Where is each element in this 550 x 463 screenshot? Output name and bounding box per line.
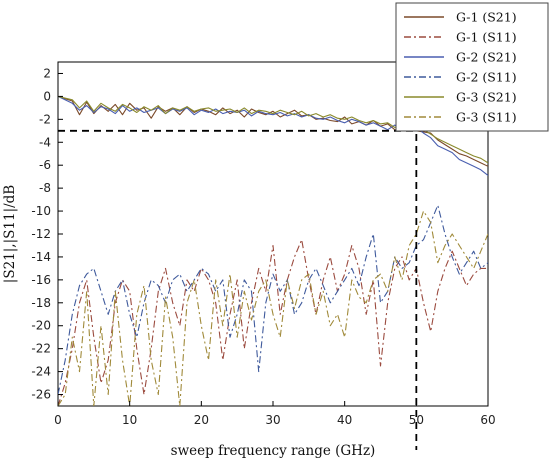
legend-entry-5: G-3 (S21) [456, 90, 517, 105]
y-tick-label: -24 [31, 365, 51, 379]
y-tick-label: -22 [31, 342, 51, 356]
y-tick-label: -4 [39, 135, 51, 149]
x-tick-label: 60 [480, 413, 495, 427]
y-tick-label: 0 [43, 89, 51, 103]
y-tick-label: -6 [39, 158, 51, 172]
legend-entry-2: G-1 (S11) [456, 30, 517, 45]
y-tick-label: -26 [31, 388, 51, 402]
y-axis-label: |S21|,|S11|/dB [2, 185, 18, 284]
y-tick-label: -18 [31, 296, 51, 310]
series-line-4 [58, 204, 488, 395]
x-axis-label: sweep frequency range (GHz) [171, 443, 376, 459]
x-tick-label: 40 [337, 413, 352, 427]
y-tick-label: -14 [31, 250, 51, 264]
series-line-6 [58, 210, 488, 406]
y-tick-label: -10 [31, 204, 51, 218]
x-tick-label: 30 [265, 413, 280, 427]
legend-entry-1: G-1 (S21) [456, 10, 517, 25]
y-tick-label: -20 [31, 319, 51, 333]
y-tick-label: -12 [31, 227, 51, 241]
y-tick-label: 2 [43, 66, 51, 80]
y-tick-label: -2 [39, 112, 51, 126]
legend-entry-4: G-2 (S11) [456, 70, 517, 85]
legend-box [395, 2, 549, 132]
x-tick-label: 20 [194, 413, 209, 427]
x-tick-label: 10 [122, 413, 137, 427]
y-tick-label: -16 [31, 273, 51, 287]
legend-entry-3: G-2 (S21) [456, 50, 517, 65]
x-tick-label: 0 [54, 413, 62, 427]
x-tick-label: 50 [409, 413, 424, 427]
legend-entry-6: G-3 (S11) [456, 110, 517, 125]
y-tick-label: -8 [39, 181, 51, 195]
